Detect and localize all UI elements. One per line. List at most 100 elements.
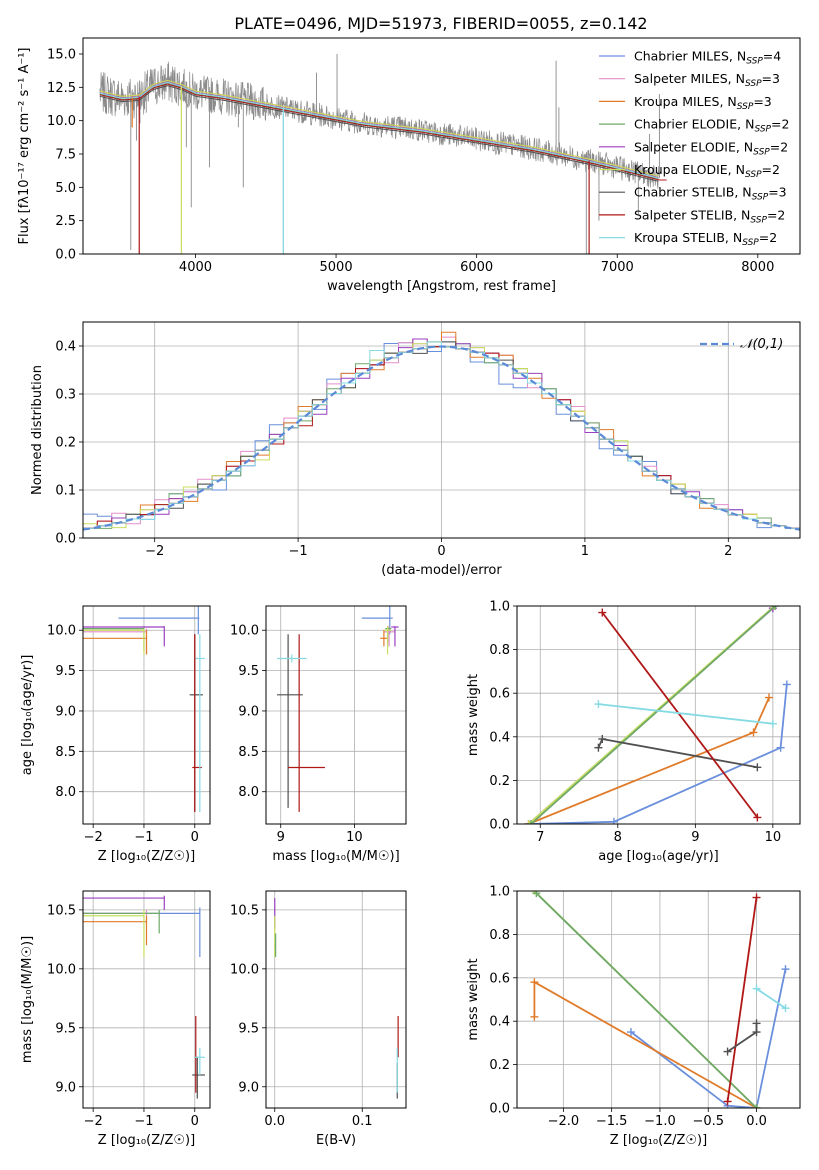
legend-label-salpeter_elodie: Salpeter ELODIE, NSSP=2	[634, 139, 788, 157]
x-axis-label: E(B-V)	[316, 1133, 356, 1148]
weight-line-chabrier_elodie	[530, 606, 776, 824]
model-spectrum-salpeter_stelib	[99, 83, 667, 181]
y-tick-label: 9.0	[55, 704, 76, 719]
point-kroupa_miles	[83, 915, 148, 946]
point-kroupa_elodie	[383, 626, 392, 655]
y-tick-label: 10.0	[47, 962, 76, 977]
mass-vs-ebv-panel: 0.0 0.1 9.0 9.5 10.0 10.5 E(B-V)	[230, 890, 407, 1148]
y-tick-label: 0.3	[55, 388, 76, 403]
x-tick-label: −1	[134, 830, 153, 845]
x-axis-label: Z [log₁₀(Z/Z☉)]	[98, 849, 195, 864]
axes-frame: 4000 5000 6000 7000 8000 0.0 2.5 5.0 7.5 10.0 12.5…	[17, 37, 801, 294]
mass-vs-metallicity-panel: −2 −1 0 9.0 9.5 10.0 10.5 Z [log₁₀(Z/Z☉)] mass […	[20, 890, 211, 1148]
point-salpeter_stelib	[288, 634, 325, 812]
histogram-kroupa_stelib	[83, 341, 800, 529]
weight-marker-chabrier_stelib	[753, 763, 762, 772]
axes-frame: −2 −1 0 8.0 8.5 9.0 9.5 10.0 Z [log₁₀(Z/Z☉)] age …	[20, 605, 211, 864]
weight-marker-chabrier_stelib	[594, 743, 603, 752]
y-axis-label: mass weight	[466, 674, 481, 756]
y-tick-label: 0.6	[489, 687, 510, 702]
axes-frame: −2 −1 0 1 2 0.0 0.1 0.2 0.3 0.4 (data-model)/error…	[30, 321, 801, 578]
x-axis-label: Z [log₁₀(Z/Z☉)]	[98, 1133, 195, 1148]
weight-marker-chabrier_elodie	[532, 891, 541, 898]
y-tick-label: 0.6	[489, 971, 510, 986]
y-tick-label: 1.0	[489, 885, 510, 900]
legend-label-chabrier_elodie: Chabrier ELODIE, NSSP=2	[634, 117, 789, 135]
legend-label-gaussian: 𝒩(0,1)	[740, 337, 783, 352]
weight-marker-chabrier_elodie	[752, 1104, 761, 1108]
weight-marker-chabrier_miles	[609, 817, 618, 824]
y-tick-label: 7.5	[55, 148, 76, 163]
x-tick-label: 7	[536, 830, 544, 845]
y-axis-label: mass weight	[466, 958, 481, 1040]
y-tick-label: 0.4	[489, 730, 510, 745]
weight-line-chabrier_miles	[528, 684, 788, 824]
axes-spine	[265, 605, 407, 825]
x-tick-label: −2.0	[548, 1114, 580, 1129]
axes-frame: 9 10 8.0 8.5 9.0 9.5 10.0 mass [log₁₀(M/M☉)]	[230, 605, 407, 864]
plot-area	[530, 891, 790, 1108]
y-tick-label: 2.5	[55, 214, 76, 229]
x-tick-label: 9	[691, 830, 699, 845]
point-salpeter_miles	[383, 626, 395, 647]
weight-marker-kroupa_elodie	[770, 606, 779, 610]
x-tick-label: 2	[724, 544, 732, 559]
gaussian-reference-curve	[83, 345, 800, 531]
weight-marker-kroupa_miles	[530, 978, 539, 987]
spectrum-legend: Chabrier MILES, NSSP=4 Salpeter MILES, NS…	[599, 49, 789, 248]
age-vs-mass-panel: 9 10 8.0 8.5 9.0 9.5 10.0 mass [log₁₀(M/M☉)]	[230, 605, 407, 864]
figure-title: PLATE=0496, MJD=51973, FIBERID=0055, z=0…	[234, 14, 647, 33]
legend-label-salpeter_stelib: Salpeter STELIB, NSSP=2	[634, 207, 785, 225]
x-axis-label: age [log₁₀(age/yr)]	[598, 849, 719, 864]
point-chabrier_miles	[361, 606, 393, 635]
axes-frame: −2.0 −1.5 −1.0 −0.5 0.0 0.0 0.2 0.4 0.6 0.8 1.0 Z […	[466, 885, 801, 1148]
y-tick-label: 5.0	[55, 181, 76, 196]
weight-marker-kroupa_elodie	[524, 820, 533, 824]
y-tick-label: 0.0	[55, 532, 76, 547]
point-kroupa_miles	[83, 630, 148, 655]
weight-line-kroupa_stelib	[598, 703, 774, 725]
x-axis-label: mass [log₁₀(M/M☉)]	[272, 849, 399, 864]
x-tick-label: −2	[145, 544, 164, 559]
weight-marker-chabrier_stelib	[752, 1028, 761, 1037]
y-tick-label: 0.0	[489, 1102, 510, 1117]
y-tick-label: 9.5	[238, 664, 259, 679]
weight-line-salpeter_stelib	[601, 611, 759, 819]
weight-marker-chabrier_stelib	[752, 1019, 761, 1028]
point-chabrier_elodie	[83, 909, 160, 934]
point-salpeter_miles	[83, 628, 148, 655]
weight-line-kroupa_miles	[533, 980, 757, 1108]
plot-area	[99, 54, 667, 254]
y-tick-label: 0.0	[489, 818, 510, 833]
y-tick-label: 8.0	[55, 785, 76, 800]
y-tick-label: 0.8	[489, 643, 510, 658]
y-tick-label: 1.0	[489, 600, 510, 615]
axes-frame: −2 −1 0 9.0 9.5 10.0 10.5 Z [log₁₀(Z/Z☉)] mass […	[20, 890, 211, 1148]
point-kroupa_miles	[380, 630, 388, 647]
weight-line-chabrier_elodie	[535, 892, 758, 1108]
y-tick-label: 0.0	[55, 248, 76, 263]
weight-marker-kroupa_stelib	[781, 1004, 790, 1013]
plot-area	[83, 331, 800, 531]
y-axis-label: age [log₁₀(age/yr)]	[20, 655, 35, 776]
y-tick-label: 9.5	[238, 1021, 259, 1036]
point-kroupa_elodie	[83, 628, 145, 655]
point-kroupa_stelib	[194, 1047, 205, 1075]
x-tick-label: 9	[277, 830, 285, 845]
point-chabrier_elodie	[274, 933, 277, 958]
weight-marker-chabrier_miles	[626, 1028, 635, 1037]
y-tick-label: 0.1	[55, 484, 76, 499]
y-tick-label: 12.5	[47, 81, 76, 96]
weight-marker-salpeter_stelib	[753, 813, 762, 822]
axes-frame: 0.0 0.1 9.0 9.5 10.0 10.5 E(B-V)	[230, 890, 407, 1148]
y-tick-label: 0.2	[489, 1058, 510, 1073]
model-spectrum-chabrier_stelib	[99, 85, 659, 182]
spectrum-panel: 4000 5000 6000 7000 8000 0.0 2.5 5.0 7.5 10.0 12.5…	[17, 37, 801, 294]
y-axis-label: Flux [fλ10⁻¹⁷ erg cm⁻² s⁻¹ A⁻¹]	[17, 48, 32, 245]
mass-weight-vs-age-panel: 7 8 9 10 0.0 0.2 0.4 0.6 0.8 1.0 age [log₁₀(age/yr…	[466, 600, 801, 864]
axes-frame: 7 8 9 10 0.0 0.2 0.4 0.6 0.8 1.0 age [log₁₀(age/yr…	[466, 600, 801, 864]
weight-marker-chabrier_miles	[776, 743, 785, 752]
weight-marker-chabrier_stelib	[598, 734, 607, 743]
x-tick-label: 0.1	[352, 1114, 373, 1129]
x-tick-label: 1	[581, 544, 589, 559]
